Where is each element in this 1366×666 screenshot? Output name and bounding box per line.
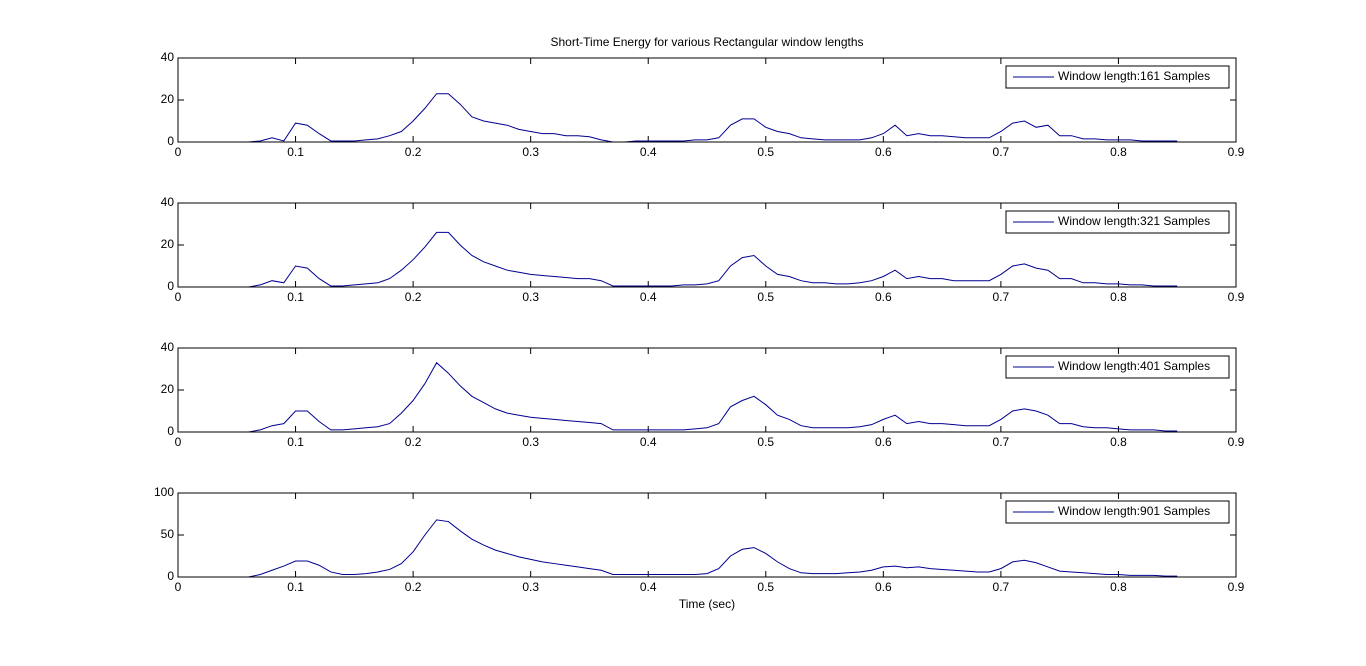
x-tick-label: 0.8 xyxy=(1110,145,1127,159)
y-tick-label: 0 xyxy=(167,424,174,438)
x-tick-label: 0.2 xyxy=(405,580,422,594)
legend-label: Window length:161 Samples xyxy=(1058,69,1210,83)
x-tick-label: 0.3 xyxy=(522,580,539,594)
x-tick-label: 0.6 xyxy=(875,290,892,304)
x-tick-label: 0.2 xyxy=(405,290,422,304)
y-tick-label: 40 xyxy=(161,340,175,354)
legend: Window length:161 Samples xyxy=(1005,65,1230,89)
subplot: Time (sec) 0 0.1 0.2 0.3 0.4 0.5 0.6 0.7 0.8 0.9 0 5… xyxy=(154,485,1245,611)
y-tick-label: 20 xyxy=(161,92,175,106)
axes-frame xyxy=(177,202,1237,288)
x-tick-label: 0.5 xyxy=(757,145,774,159)
x-tick-label: 0 xyxy=(175,435,182,449)
x-tick-label: 0.8 xyxy=(1110,580,1127,594)
legend: Window length:901 Samples xyxy=(1005,500,1230,524)
x-tick-label: 0.5 xyxy=(757,580,774,594)
x-tick-label: 0 xyxy=(175,145,182,159)
legend-box xyxy=(1005,355,1230,379)
y-tick-label: 20 xyxy=(161,237,175,251)
x-tick-label: 0.8 xyxy=(1110,290,1127,304)
legend: Window length:321 Samples xyxy=(1005,210,1230,234)
x-tick-label: 0.7 xyxy=(993,145,1010,159)
x-tick-label: 0.4 xyxy=(640,580,657,594)
y-tick-label: 40 xyxy=(161,50,175,64)
legend-label: Window length:901 Samples xyxy=(1058,504,1210,518)
y-tick-label: 0 xyxy=(167,279,174,293)
x-tick-label: 0.8 xyxy=(1110,435,1127,449)
x-tick-label: 0.9 xyxy=(1228,580,1245,594)
x-tick-label: 0.3 xyxy=(522,290,539,304)
x-tick-label: 0.9 xyxy=(1228,290,1245,304)
chart-title: Short-Time Energy for various Rectangula… xyxy=(550,35,863,49)
x-tick-label: 0 xyxy=(175,580,182,594)
y-tick-label: 0 xyxy=(167,134,174,148)
axes-frame xyxy=(177,57,1237,143)
x-tick-label: 0.4 xyxy=(640,290,657,304)
x-tick-label: 0.5 xyxy=(757,290,774,304)
x-tick-label: 0.1 xyxy=(287,145,304,159)
x-tick-label: 0.9 xyxy=(1228,435,1245,449)
axes-frame xyxy=(177,347,1237,433)
x-tick-label: 0.6 xyxy=(875,145,892,159)
series-line xyxy=(201,231,1178,288)
x-tick-label: 0.5 xyxy=(757,435,774,449)
x-tick-label: 0.7 xyxy=(993,580,1010,594)
legend-box xyxy=(1005,65,1230,89)
x-tick-label: 0 xyxy=(175,290,182,304)
subplot: 0 0.1 0.2 0.3 0.4 0.5 0.6 0.7 0.8 0.9 0 20 40 Window … xyxy=(161,340,1245,449)
x-tick-label: 0.4 xyxy=(640,435,657,449)
x-tick-label: 0.1 xyxy=(287,580,304,594)
x-tick-label: 0.1 xyxy=(287,435,304,449)
y-tick-label: 50 xyxy=(161,527,175,541)
legend-box xyxy=(1005,210,1230,234)
series-line xyxy=(201,519,1178,578)
subplot: Short-Time Energy for various Rectangula… xyxy=(161,35,1245,159)
y-tick-label: 0 xyxy=(167,569,174,583)
legend: Window length:401 Samples xyxy=(1005,355,1230,379)
legend-label: Window length:401 Samples xyxy=(1058,359,1210,373)
series-line xyxy=(201,361,1178,433)
x-tick-label: 0.9 xyxy=(1228,145,1245,159)
x-tick-label: 0.3 xyxy=(522,435,539,449)
x-tick-label: 0.6 xyxy=(875,580,892,594)
x-tick-label: 0.7 xyxy=(993,435,1010,449)
y-tick-label: 100 xyxy=(154,485,174,499)
series-line xyxy=(201,93,1178,143)
x-tick-label: 0.2 xyxy=(405,145,422,159)
x-tick-label: 0.3 xyxy=(522,145,539,159)
x-tick-label: 0.1 xyxy=(287,290,304,304)
axes-frame xyxy=(177,492,1237,578)
legend-label: Window length:321 Samples xyxy=(1058,214,1210,228)
x-tick-label: 0.6 xyxy=(875,435,892,449)
x-tick-label: 0.7 xyxy=(993,290,1010,304)
x-tick-label: 0.4 xyxy=(640,145,657,159)
y-tick-label: 40 xyxy=(161,195,175,209)
x-tick-label: 0.2 xyxy=(405,435,422,449)
subplot: 0 0.1 0.2 0.3 0.4 0.5 0.6 0.7 0.8 0.9 0 20 40 Window … xyxy=(161,195,1245,304)
y-tick-label: 20 xyxy=(161,382,175,396)
legend-box xyxy=(1005,500,1230,524)
x-axis-label: Time (sec) xyxy=(679,597,735,611)
